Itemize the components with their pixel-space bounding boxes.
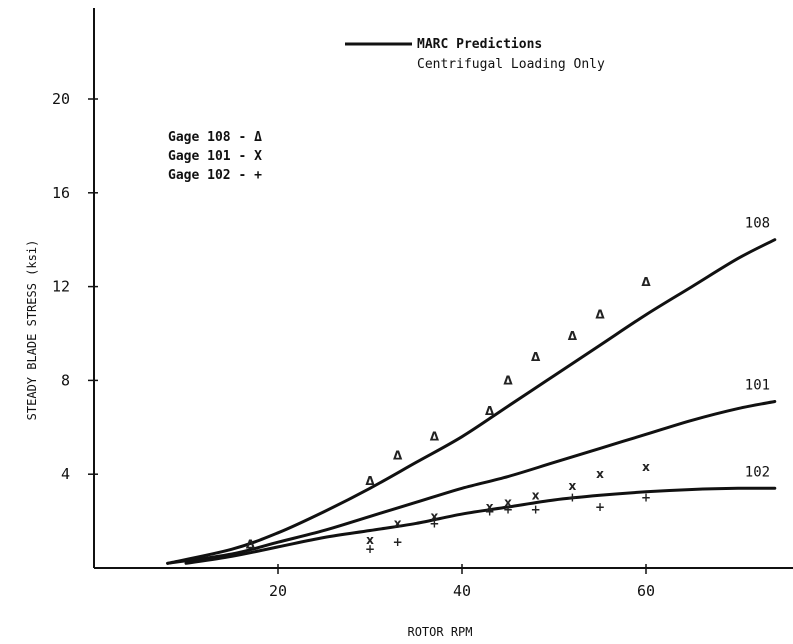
- prediction-curves: 108 101 102: [166, 216, 777, 565]
- point-x: x: [596, 467, 604, 481]
- legend-line-label: MARC Predictions: [417, 37, 542, 52]
- x-tick-label: 60: [637, 582, 655, 600]
- curve-label-101: 101: [745, 378, 770, 394]
- point-x: x: [642, 460, 650, 474]
- point-triangle: Δ: [393, 448, 403, 462]
- legend-gage-102: Gage 102 - +: [168, 168, 262, 183]
- point-plus: +: [393, 535, 403, 549]
- point-x: x: [394, 516, 402, 530]
- curve-108: [166, 238, 777, 565]
- point-plus: +: [531, 502, 541, 516]
- x-tick-label: 20: [269, 582, 287, 600]
- ticks: 20 40 60 4 8 12 16 20: [52, 90, 655, 600]
- x-axis-title: ROTOR RPM: [407, 625, 472, 639]
- legend-gage-108: Gage 108 - Δ: [168, 130, 262, 145]
- point-triangle: Δ: [365, 474, 375, 488]
- point-plus: +: [567, 491, 577, 505]
- point-plus: +: [641, 491, 651, 505]
- x-tick-label: 40: [453, 582, 471, 600]
- point-triangle: Δ: [503, 373, 513, 387]
- point-x: x: [504, 495, 512, 509]
- curve-102: [184, 486, 777, 565]
- legend-line-subtitle: Centrifugal Loading Only: [417, 57, 605, 72]
- y-tick-label: 16: [52, 184, 70, 202]
- point-plus: +: [485, 505, 495, 519]
- point-triangle: Δ: [641, 275, 651, 289]
- curve-label-102: 102: [745, 464, 770, 480]
- point-triangle: Δ: [531, 350, 541, 364]
- point-plus: +: [595, 500, 605, 514]
- y-tick-label: 20: [52, 90, 70, 108]
- y-tick-label: 8: [61, 371, 70, 389]
- point-x: x: [431, 509, 439, 523]
- legend-line-entry: MARC Predictions Centrifugal Loading Onl…: [345, 37, 605, 72]
- point-x: x: [532, 488, 540, 502]
- legend-gage-101: Gage 101 - X: [168, 149, 262, 164]
- point-x: x: [569, 479, 577, 493]
- point-x: x: [486, 500, 494, 514]
- legend-markers: Gage 108 - Δ Gage 101 - X Gage 102 - +: [168, 130, 262, 183]
- curve-label-108: 108: [745, 216, 770, 232]
- point-plus: +: [503, 502, 513, 516]
- point-triangle: Δ: [430, 430, 440, 444]
- point-plus: +: [429, 516, 439, 530]
- point-triangle: Δ: [485, 404, 495, 418]
- point-triangle: Δ: [595, 308, 605, 322]
- y-tick-label: 12: [52, 278, 70, 296]
- point-x: x: [366, 533, 374, 547]
- point-plus: +: [365, 542, 375, 556]
- y-axis-title: STEADY BLADE STRESS (ksi): [25, 240, 39, 421]
- point-triangle: Δ: [246, 538, 256, 552]
- curve-101: [166, 400, 777, 565]
- point-triangle: Δ: [568, 329, 578, 343]
- y-tick-label: 4: [61, 465, 70, 483]
